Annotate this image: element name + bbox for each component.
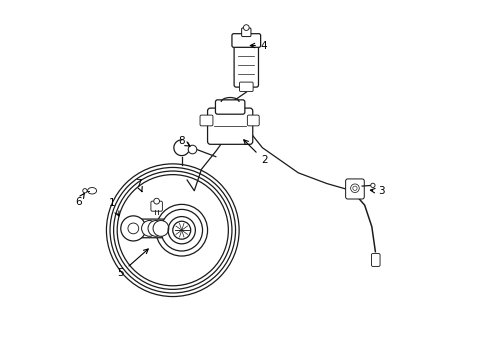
FancyBboxPatch shape bbox=[200, 115, 212, 126]
Circle shape bbox=[350, 184, 359, 193]
Text: 7: 7 bbox=[135, 179, 142, 192]
FancyBboxPatch shape bbox=[241, 28, 250, 37]
Text: 3: 3 bbox=[370, 186, 384, 197]
Circle shape bbox=[153, 221, 168, 236]
Circle shape bbox=[370, 183, 374, 188]
Circle shape bbox=[243, 25, 249, 31]
Ellipse shape bbox=[87, 188, 96, 194]
FancyBboxPatch shape bbox=[234, 43, 258, 87]
FancyBboxPatch shape bbox=[239, 82, 253, 91]
Text: 4: 4 bbox=[250, 41, 267, 50]
FancyBboxPatch shape bbox=[247, 115, 259, 126]
FancyBboxPatch shape bbox=[371, 253, 379, 266]
Text: 5: 5 bbox=[117, 249, 148, 278]
Text: 6: 6 bbox=[75, 193, 84, 207]
FancyBboxPatch shape bbox=[151, 201, 162, 211]
Circle shape bbox=[188, 145, 196, 154]
Text: 8: 8 bbox=[178, 136, 190, 147]
Text: 1: 1 bbox=[109, 198, 119, 216]
FancyBboxPatch shape bbox=[215, 100, 244, 114]
FancyBboxPatch shape bbox=[345, 179, 364, 199]
Circle shape bbox=[153, 198, 159, 204]
Circle shape bbox=[121, 216, 145, 241]
Circle shape bbox=[161, 210, 202, 251]
Circle shape bbox=[142, 221, 157, 236]
Circle shape bbox=[156, 204, 207, 256]
FancyBboxPatch shape bbox=[132, 219, 167, 238]
Circle shape bbox=[82, 189, 87, 193]
FancyBboxPatch shape bbox=[231, 34, 260, 47]
Text: 2: 2 bbox=[243, 140, 267, 165]
Circle shape bbox=[148, 221, 163, 236]
FancyBboxPatch shape bbox=[207, 108, 252, 144]
